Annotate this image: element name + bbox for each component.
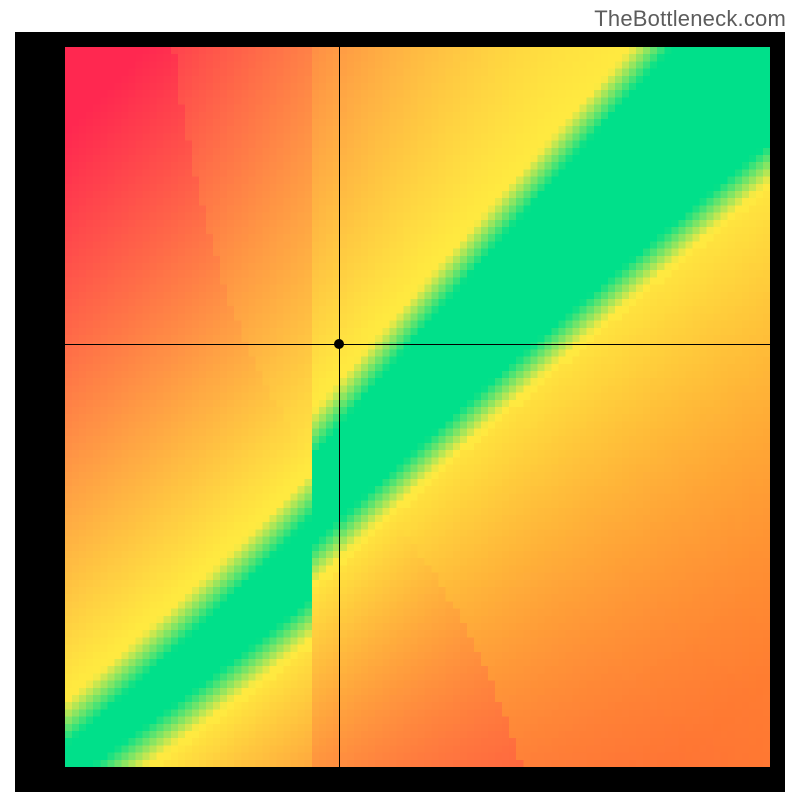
crosshair-marker bbox=[334, 339, 344, 349]
crosshair-horizontal bbox=[65, 344, 770, 345]
heatmap-plot bbox=[65, 47, 770, 767]
crosshair-vertical bbox=[339, 47, 340, 767]
heatmap-canvas bbox=[65, 47, 770, 767]
watermark-text: TheBottleneck.com bbox=[594, 6, 786, 32]
chart-frame bbox=[15, 32, 785, 792]
